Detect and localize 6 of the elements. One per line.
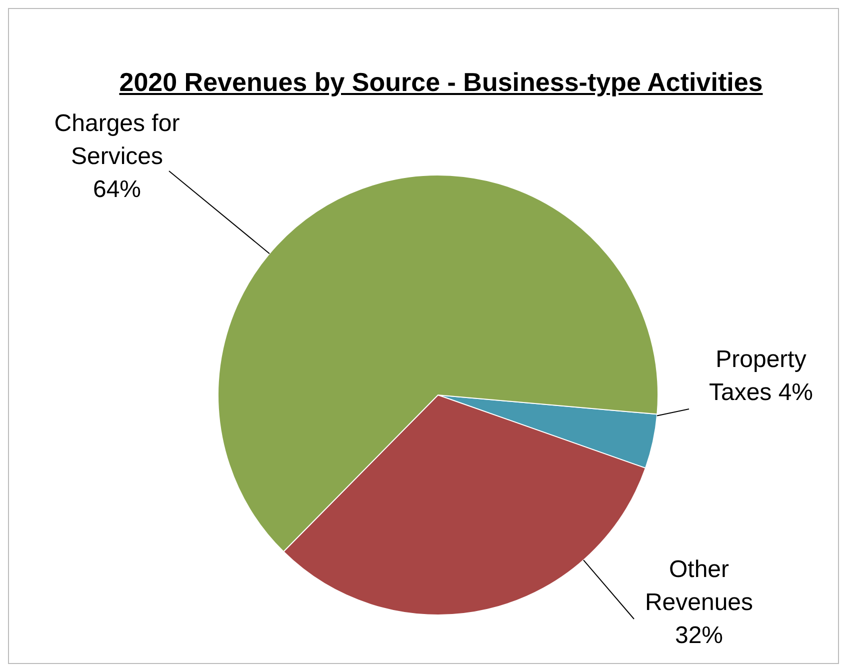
slice-label: Other Revenues [644, 556, 754, 616]
slice-label: Charges for Services [54, 110, 180, 170]
data-label: 32% [674, 622, 724, 649]
data-label: 64% [92, 176, 142, 203]
slice-label: Property Taxes 4% [708, 346, 814, 406]
chart-title: 2020 Revenues by Source - Business-type Activities [118, 66, 764, 99]
